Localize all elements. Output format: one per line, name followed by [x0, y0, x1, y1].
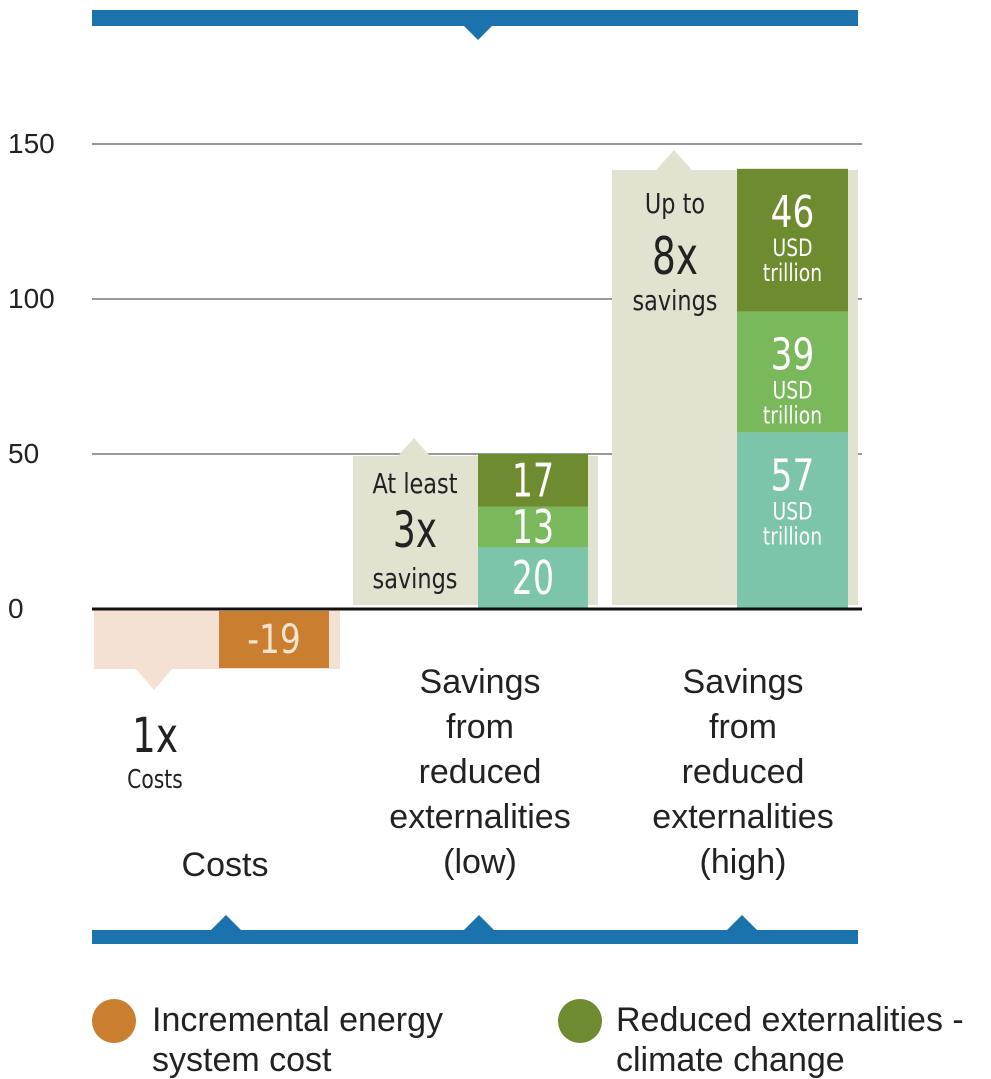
bar-value-label: 57 — [771, 450, 815, 501]
category-label-line: from — [709, 708, 777, 746]
category-label-line: (high) — [700, 843, 787, 881]
bar-segment — [737, 311, 848, 433]
legend-label: system cost — [152, 1041, 332, 1079]
bar-value-label: -19 — [247, 616, 301, 663]
bar-value-label: 39 — [771, 329, 815, 380]
bar-segment — [478, 454, 588, 507]
category-label-line: externalities — [389, 798, 570, 836]
category-label-line: Savings — [420, 663, 541, 701]
multiplier-value: 1x — [132, 709, 178, 765]
y-tick-label: 50 — [8, 438, 39, 469]
legend-label: Incremental energy — [152, 1001, 443, 1039]
legend-swatch — [558, 999, 602, 1043]
costs-panel-pointer — [136, 669, 172, 690]
bar-unit-label: trillion — [763, 402, 822, 430]
legend-swatch — [92, 999, 136, 1043]
multiplier-value: 8x — [652, 226, 698, 287]
category-label-line: reduced — [419, 753, 542, 791]
category-label-line: Costs — [182, 846, 269, 884]
category-label-line: externalities — [652, 798, 833, 836]
y-tick-label: 150 — [8, 128, 55, 159]
bar-value-label: 20 — [512, 553, 554, 606]
legend-label: Reduced externalities - — [616, 1001, 964, 1039]
multiplier-caption: savings — [373, 561, 458, 594]
category-label-line: reduced — [682, 753, 805, 791]
category-label-line: Savings — [683, 663, 804, 701]
bar-unit-label: USD — [773, 498, 813, 526]
bar-segment — [737, 432, 848, 609]
bar-value-label: 46 — [771, 187, 815, 238]
multiplier-prefix: Up to — [645, 186, 705, 219]
low-panel-pointer — [398, 438, 430, 456]
bar-segment — [478, 547, 588, 609]
multiplier-caption: Costs — [127, 765, 183, 795]
top-frame-band — [92, 10, 858, 40]
bar-segment — [737, 168, 848, 312]
multiplier-caption: savings — [633, 283, 718, 316]
y-tick-label: 0 — [8, 593, 24, 624]
high-panel-pointer — [656, 150, 692, 170]
bottom-frame-band — [92, 915, 858, 944]
category-label-line: (low) — [443, 843, 517, 881]
bar-segment — [478, 506, 588, 547]
category-label-line: from — [446, 708, 514, 746]
y-tick-label: 100 — [8, 283, 55, 314]
multiplier-value: 3x — [393, 502, 437, 559]
bar-unit-label: trillion — [763, 523, 822, 551]
bar-unit-label: USD — [773, 235, 813, 263]
bar-unit-label: trillion — [763, 260, 822, 288]
bar-unit-label: USD — [773, 377, 813, 405]
bar-value-label: 13 — [512, 502, 554, 555]
legend-label: climate change — [616, 1041, 845, 1079]
multiplier-prefix: At least — [373, 466, 458, 499]
bar-value-label: 17 — [512, 455, 554, 508]
bar-segment — [219, 611, 329, 668]
